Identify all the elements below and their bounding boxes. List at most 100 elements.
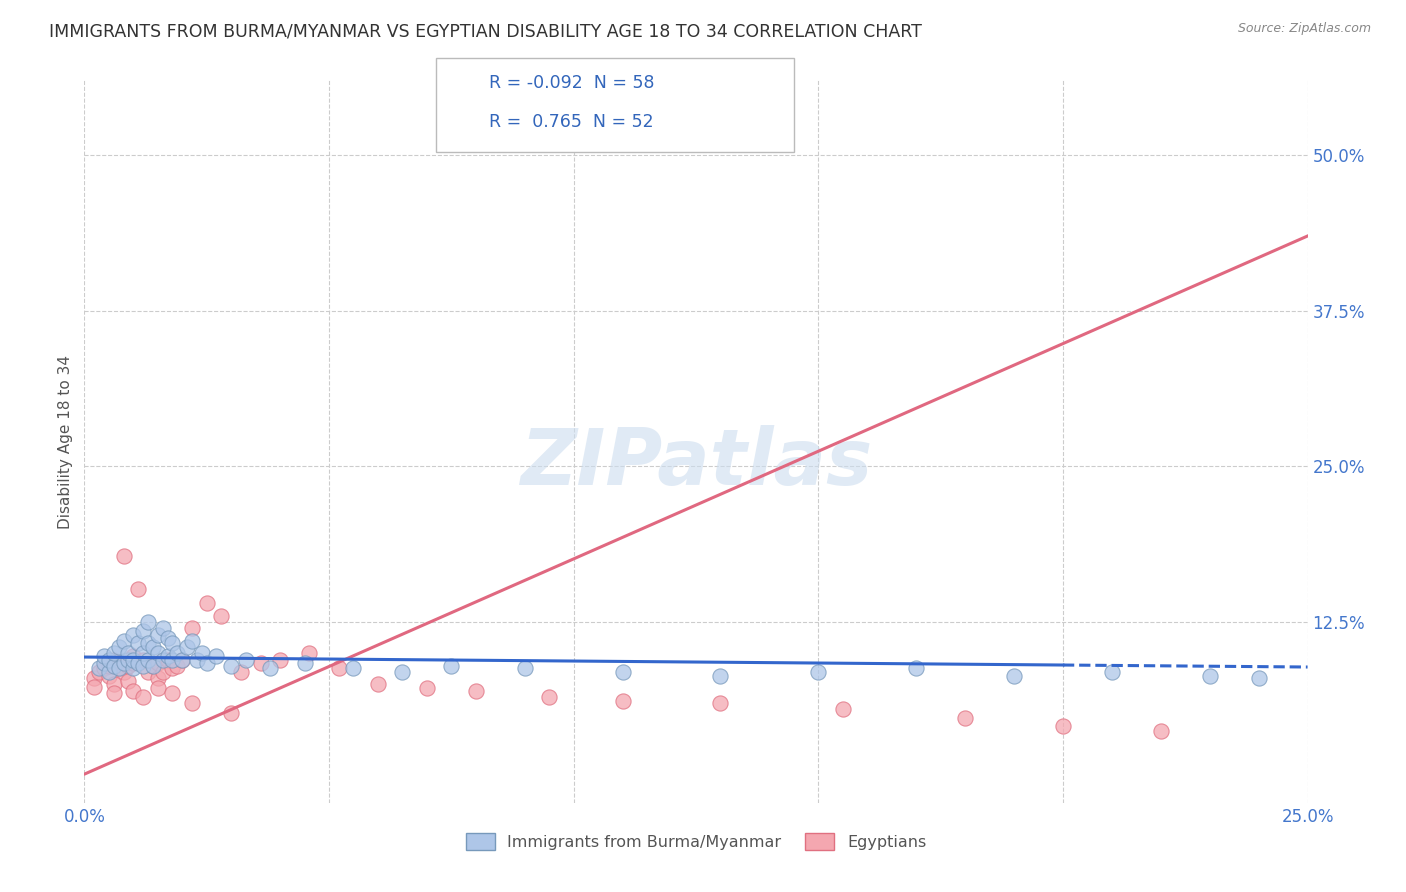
Point: [162, 661, 184, 675]
Point: [342, 661, 364, 675]
Point: [219, 706, 242, 720]
Point: [259, 661, 281, 675]
Point: [122, 661, 145, 675]
Point: [1198, 669, 1220, 683]
Point: [87, 665, 110, 679]
Point: [156, 632, 179, 646]
Point: [172, 652, 194, 666]
Point: [235, 652, 257, 666]
Point: [209, 609, 232, 624]
Point: [156, 652, 179, 666]
Point: [205, 648, 228, 663]
Point: [127, 582, 149, 596]
Point: [229, 665, 252, 679]
Point: [107, 657, 129, 671]
Point: [162, 636, 184, 650]
Point: [152, 652, 174, 666]
Point: [249, 657, 271, 671]
Point: [219, 658, 242, 673]
Point: [152, 665, 174, 679]
Point: [83, 680, 105, 694]
Point: [538, 690, 561, 704]
Text: IMMIGRANTS FROM BURMA/MYANMAR VS EGYPTIAN DISABILITY AGE 18 TO 34 CORRELATION CH: IMMIGRANTS FROM BURMA/MYANMAR VS EGYPTIA…: [49, 22, 922, 40]
Point: [142, 658, 165, 673]
Point: [953, 711, 976, 725]
Point: [117, 652, 139, 666]
Point: [328, 661, 350, 675]
Text: Source: ZipAtlas.com: Source: ZipAtlas.com: [1237, 22, 1371, 36]
Point: [440, 658, 463, 673]
Point: [181, 621, 204, 635]
Point: [195, 657, 218, 671]
Point: [181, 696, 204, 710]
Point: [807, 665, 830, 679]
Point: [93, 657, 115, 671]
Point: [367, 677, 389, 691]
Point: [93, 661, 115, 675]
Point: [146, 657, 169, 671]
Point: [1052, 718, 1074, 732]
Point: [97, 658, 120, 673]
Point: [709, 696, 731, 710]
Point: [117, 658, 139, 673]
Point: [146, 646, 169, 660]
Point: [97, 669, 120, 683]
Point: [162, 686, 184, 700]
Point: [191, 646, 214, 660]
Point: [136, 665, 159, 679]
Point: [112, 665, 135, 679]
Point: [107, 661, 129, 675]
Point: [122, 652, 145, 666]
Point: [1101, 665, 1123, 679]
Point: [117, 673, 139, 688]
Point: [117, 646, 139, 660]
Point: [156, 648, 179, 663]
Point: [162, 652, 184, 666]
Point: [107, 661, 129, 675]
Point: [122, 627, 145, 641]
Point: [97, 665, 120, 679]
Point: [103, 677, 125, 691]
Point: [269, 652, 291, 666]
Point: [152, 621, 174, 635]
Point: [132, 690, 155, 704]
Point: [1002, 669, 1025, 683]
Point: [172, 652, 194, 666]
Point: [136, 636, 159, 650]
Point: [127, 657, 149, 671]
Point: [122, 657, 145, 671]
Point: [122, 683, 145, 698]
Point: [127, 636, 149, 650]
Point: [136, 615, 159, 630]
Point: [132, 646, 155, 660]
Point: [103, 652, 125, 666]
Point: [1150, 723, 1173, 738]
Point: [294, 657, 316, 671]
Text: R = -0.092  N = 58: R = -0.092 N = 58: [489, 74, 655, 92]
Point: [831, 702, 853, 716]
Point: [132, 624, 155, 638]
Point: [136, 652, 159, 666]
Point: [97, 652, 120, 666]
Point: [1247, 671, 1270, 685]
Point: [87, 661, 110, 675]
Text: ZIPatlas: ZIPatlas: [520, 425, 872, 501]
Point: [195, 597, 218, 611]
Point: [132, 652, 155, 666]
Point: [107, 640, 129, 654]
Point: [103, 686, 125, 700]
Point: [176, 640, 198, 654]
Point: [146, 627, 169, 641]
Point: [122, 648, 145, 663]
Point: [83, 671, 105, 685]
Point: [464, 683, 486, 698]
Point: [103, 658, 125, 673]
Point: [612, 665, 634, 679]
Point: [186, 652, 208, 666]
Point: [93, 648, 115, 663]
Point: [181, 633, 204, 648]
Point: [391, 665, 413, 679]
Point: [142, 640, 165, 654]
Point: [103, 646, 125, 660]
Point: [416, 681, 439, 696]
